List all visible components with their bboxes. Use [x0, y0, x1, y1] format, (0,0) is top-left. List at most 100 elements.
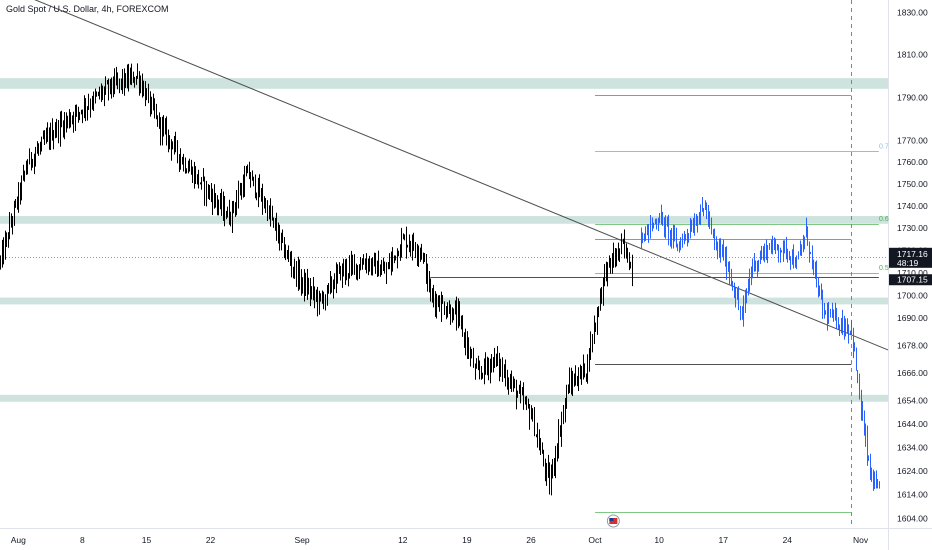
candle-body — [391, 260, 392, 267]
candle-body — [406, 236, 407, 248]
candle-body — [619, 248, 620, 252]
candle-body — [224, 203, 225, 218]
candle-body — [302, 277, 303, 282]
candle-body — [166, 125, 167, 142]
candle-body — [252, 176, 253, 181]
candle-body — [308, 286, 309, 292]
candle-body — [526, 401, 527, 403]
candle-body — [537, 435, 538, 438]
candle-body — [72, 118, 73, 121]
candle-body — [447, 311, 448, 314]
support-resistance-zone[interactable] — [0, 78, 888, 89]
candle-body — [165, 125, 166, 127]
candle-body — [357, 265, 358, 274]
candle-body — [395, 255, 396, 260]
projection-candle-body — [746, 292, 747, 298]
candle-body — [351, 261, 352, 266]
candle-body — [381, 269, 382, 273]
projection-candle-body — [798, 255, 799, 259]
projection-candle-body — [801, 247, 802, 251]
candle-body — [380, 272, 381, 277]
projection-candle-body — [644, 240, 645, 242]
projection-candle-body — [662, 215, 663, 218]
projection-candle-body — [769, 245, 770, 248]
candle-body — [359, 265, 360, 269]
candle-body — [177, 142, 178, 155]
candle-body — [392, 256, 393, 261]
candle-body — [404, 236, 405, 238]
candle-body — [519, 388, 520, 394]
projection-candle-body — [876, 478, 877, 486]
projection-candle-body — [722, 249, 723, 255]
candle-body — [413, 239, 414, 248]
price-axis-tick-label: 1666.00 — [897, 368, 928, 378]
candle-body — [6, 234, 7, 240]
candle-body — [60, 121, 61, 135]
time-axis-tick-label: 12 — [398, 535, 408, 545]
candle-body — [3, 248, 4, 256]
candle-body — [124, 74, 125, 86]
trend-line[interactable] — [0, 0, 889, 351]
support-resistance-zone[interactable] — [0, 394, 888, 402]
candle-body — [46, 135, 47, 141]
support-resistance-zone[interactable] — [0, 297, 888, 305]
candle-body — [305, 281, 306, 292]
projection-candle-body — [821, 290, 822, 295]
candle-body — [407, 245, 408, 248]
secondary-price-label-bg — [889, 274, 932, 286]
projection-candle-body — [732, 281, 733, 288]
projection-candle-body — [671, 230, 672, 239]
projection-candle-body — [800, 250, 801, 256]
candle-body — [374, 259, 375, 261]
projection-candle-body — [803, 244, 804, 248]
candle-body — [517, 393, 518, 398]
projection-candle-body — [809, 244, 810, 253]
candle-body — [468, 343, 469, 355]
candle-body — [459, 310, 460, 317]
candle-body — [340, 266, 341, 279]
projection-candle-body — [838, 325, 839, 328]
price-axis-tick-label: 1710.00 — [897, 268, 928, 278]
candle-body — [497, 357, 498, 360]
support-resistance-zone[interactable] — [0, 216, 888, 224]
candle-body — [377, 261, 378, 274]
candle-body — [473, 355, 474, 368]
candle-body — [603, 278, 604, 295]
price-axis-tick-label: 1790.00 — [897, 92, 928, 102]
candle-body — [575, 377, 576, 383]
candle-body — [442, 300, 443, 304]
projection-candle-body — [781, 251, 782, 253]
projection-candle-body — [780, 252, 781, 254]
projection-candle-body — [661, 215, 662, 222]
candle-body — [12, 220, 13, 224]
candle-body — [475, 366, 476, 368]
candle-body — [14, 205, 15, 221]
candle-body — [299, 267, 300, 284]
candle-body — [276, 223, 277, 234]
candle-body — [43, 137, 44, 140]
projection-candle-body — [844, 326, 845, 332]
candle-body — [111, 79, 112, 88]
candle-body — [310, 286, 311, 295]
projection-candle-body — [742, 312, 743, 316]
projection-candle-body — [873, 478, 874, 488]
price-axis-tick-label: 1614.00 — [897, 490, 928, 500]
projection-candle-body — [835, 312, 836, 316]
candle-body — [542, 451, 543, 453]
projection-candle-body — [842, 319, 843, 332]
candle-body — [574, 377, 575, 386]
candle-body — [345, 266, 346, 274]
candle-body — [133, 73, 134, 82]
candle-body — [49, 134, 50, 142]
projection-candle-body — [783, 243, 784, 252]
candle-body — [195, 171, 196, 182]
projection-candle-body — [679, 244, 680, 246]
projection-candle-body — [690, 228, 691, 235]
candle-body — [441, 300, 442, 311]
price-axis-tick-label: 1654.00 — [897, 396, 928, 406]
candle-body — [262, 193, 263, 204]
candle-body — [592, 339, 593, 341]
